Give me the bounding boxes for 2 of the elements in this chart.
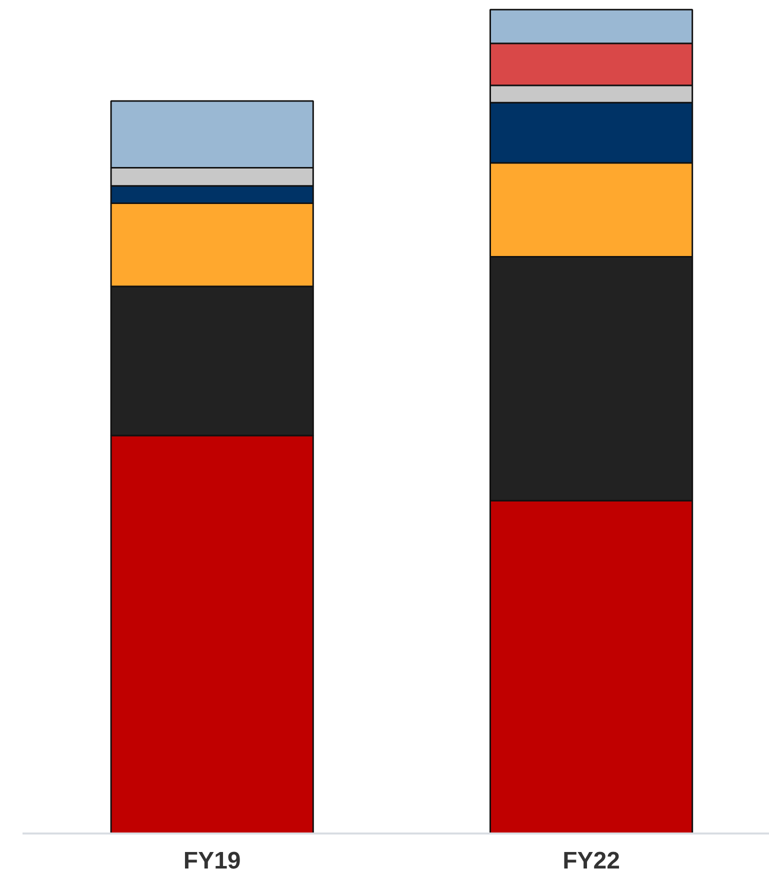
- x-tick-label: FY22: [562, 848, 620, 874]
- x-tick-label: FY19: [183, 848, 241, 874]
